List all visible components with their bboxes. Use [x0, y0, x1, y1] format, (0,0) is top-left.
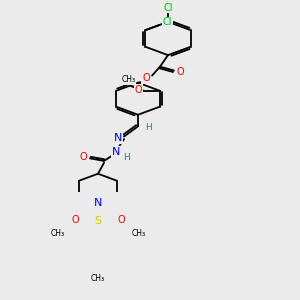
Text: O: O [79, 152, 87, 162]
Text: N: N [112, 147, 120, 157]
Text: O: O [71, 215, 79, 225]
Text: CH₃: CH₃ [91, 274, 105, 283]
Text: Cl: Cl [163, 17, 172, 27]
Text: H: H [145, 123, 152, 132]
Text: CH₃: CH₃ [50, 229, 64, 238]
Text: CH₃: CH₃ [122, 75, 136, 84]
Text: H: H [123, 153, 129, 162]
Text: N: N [94, 198, 102, 208]
Text: O: O [135, 85, 142, 95]
Text: S: S [94, 215, 102, 226]
Text: CH₃: CH₃ [132, 229, 146, 238]
Text: O: O [176, 67, 184, 77]
Text: O: O [117, 215, 125, 225]
Text: N: N [114, 133, 122, 143]
Text: Cl: Cl [163, 3, 173, 13]
Text: O: O [142, 73, 150, 83]
